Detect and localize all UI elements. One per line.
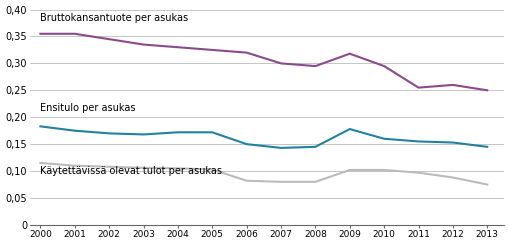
Text: Käytettävissä olevat tulot per asukas: Käytettävissä olevat tulot per asukas [40, 166, 222, 176]
Text: Ensitulo per asukas: Ensitulo per asukas [40, 103, 135, 113]
Text: Bruttokansantuote per asukas: Bruttokansantuote per asukas [40, 13, 188, 23]
